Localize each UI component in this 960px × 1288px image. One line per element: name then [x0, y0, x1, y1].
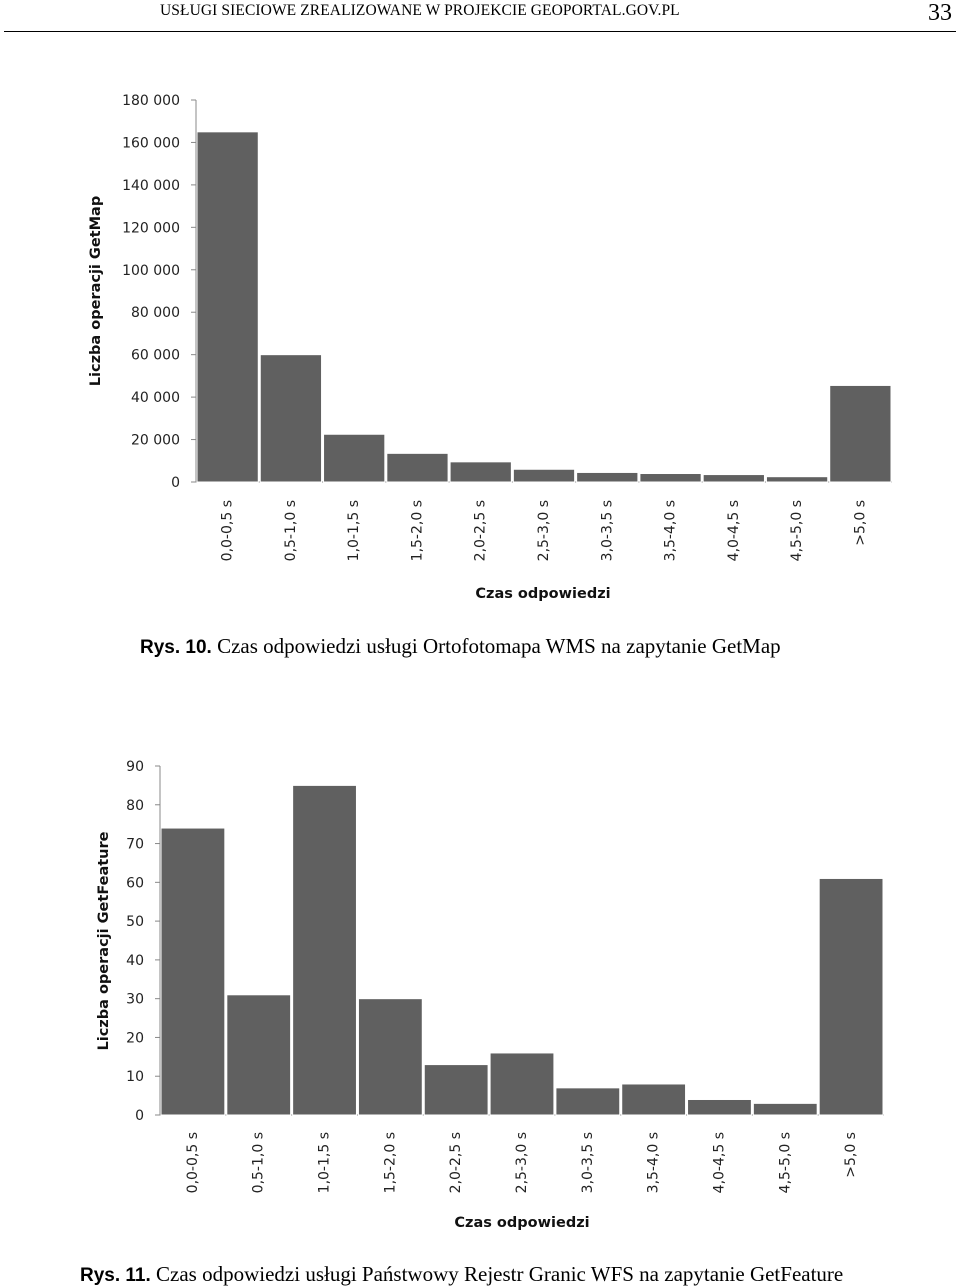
x-tick-label: >5,0 s [852, 500, 868, 546]
y-tick-label: 60 [126, 875, 144, 891]
caption-text: Czas odpowiedzi usługi Państwowy Rejestr… [156, 1262, 844, 1286]
y-tick-label: 140 000 [122, 178, 180, 194]
x-axis-title: Czas odpowiedzi [454, 1215, 589, 1231]
x-tick-label: 2,0-2,5 s [473, 500, 489, 561]
x-tick-label: 0,0-0,5 s [185, 1132, 201, 1193]
bar [752, 1102, 818, 1116]
figure-caption-rys-10: Rys. 10. Czas odpowiedzi usługi Ortofoto… [140, 634, 781, 659]
y-tick-label: 20 [126, 1030, 144, 1046]
bar [226, 994, 292, 1116]
x-axis-title: Czas odpowiedzi [475, 586, 610, 602]
bar [160, 827, 226, 1116]
x-tick-label: 1,0-1,5 s [346, 500, 362, 561]
y-tick-label: 80 000 [131, 305, 180, 321]
x-tick-label: 0,0-0,5 s [220, 500, 236, 561]
bar [386, 452, 449, 483]
header-rule [4, 31, 956, 32]
x-tick-label: 1,5-2,0 s [409, 500, 425, 561]
bar [259, 354, 323, 483]
y-tick-label: 60 000 [131, 348, 180, 364]
y-tick-label: 0 [135, 1108, 144, 1124]
bar [765, 476, 829, 483]
y-tick-label: 120 000 [122, 220, 180, 236]
x-tick-label: 3,0-3,5 s [580, 1132, 596, 1193]
x-tick-label: 2,5-3,0 s [536, 500, 552, 561]
x-tick-label: >5,0 s [843, 1132, 859, 1178]
y-axis-title: Liczba operacji GetFeature [96, 831, 112, 1050]
caption-number: Rys. 11. [80, 1265, 151, 1286]
y-tick-label: 160 000 [122, 135, 180, 151]
bar [196, 131, 259, 483]
y-tick-label: 0 [171, 475, 180, 491]
x-tick-label: 3,0-3,5 s [599, 500, 615, 561]
x-tick-label: 1,5-2,0 s [382, 1132, 398, 1193]
bar [449, 461, 512, 483]
x-tick-label: 2,5-3,0 s [514, 1132, 530, 1193]
y-tick-label: 90 [126, 759, 144, 775]
bar [829, 384, 892, 483]
bar [489, 1052, 555, 1116]
page-number: 33 [928, 0, 952, 26]
page-header: USŁUGI SIECIOWE ZREALIZOWANE W PROJEKCIE… [0, 0, 960, 34]
x-tick-label: 4,5-5,0 s [777, 1132, 793, 1193]
y-tick-label: 80 [126, 798, 144, 814]
bar [639, 473, 702, 483]
bar [621, 1083, 687, 1116]
y-tick-label: 180 000 [122, 93, 180, 109]
y-axis-title: Liczba operacji GetMap [88, 196, 104, 386]
caption-number: Rys. 10. [140, 637, 212, 658]
bar [423, 1064, 489, 1116]
y-tick-label: 100 000 [122, 263, 180, 279]
y-tick-label: 70 [126, 837, 144, 853]
getmap-response-time-chart: 0 20 000 40 000 60 000 80 000 100 000 120 000 1… [88, 93, 892, 602]
bar [555, 1087, 621, 1116]
y-tick-label: 40 000 [131, 390, 180, 406]
y-tick-label: 20 000 [131, 433, 180, 449]
x-tick-label: 3,5-4,0 s [646, 1132, 662, 1193]
figure-caption-rys-11: Rys. 11. Czas odpowiedzi usługi Państwow… [80, 1262, 843, 1287]
bar [576, 471, 639, 483]
caption-text: Czas odpowiedzi usługi Ortofotomapa WMS … [217, 634, 781, 658]
bar [323, 433, 386, 483]
bar [512, 468, 576, 483]
x-tick-label: 4,5-5,0 s [789, 500, 805, 561]
x-tick-label: 2,0-2,5 s [448, 1132, 464, 1193]
bar [818, 877, 884, 1116]
x-tick-label: 0,5-1,0 s [283, 500, 299, 561]
x-tick-label: 4,0-4,5 s [711, 1132, 727, 1193]
y-tick-label: 50 [126, 914, 144, 930]
bar [702, 474, 765, 483]
y-tick-label: 10 [126, 1069, 144, 1085]
y-tick-label: 30 [126, 992, 144, 1008]
x-tick-label: 4,0-4,5 s [726, 500, 742, 561]
x-tick-label: 3,5-4,0 s [663, 500, 679, 561]
getfeature-response-time-chart: 0 10 20 30 40 50 60 70 80 90 0,0-0,5 s 0,5-1,0 s 1,0… [96, 759, 884, 1231]
bar [687, 1098, 752, 1116]
running-title: USŁUGI SIECIOWE ZREALIZOWANE W PROJEKCIE… [160, 2, 680, 19]
y-tick-label: 40 [126, 953, 144, 969]
bar [292, 784, 357, 1116]
x-tick-label: 1,0-1,5 s [317, 1132, 333, 1193]
bar [357, 998, 423, 1116]
x-tick-label: 0,5-1,0 s [251, 1132, 267, 1193]
